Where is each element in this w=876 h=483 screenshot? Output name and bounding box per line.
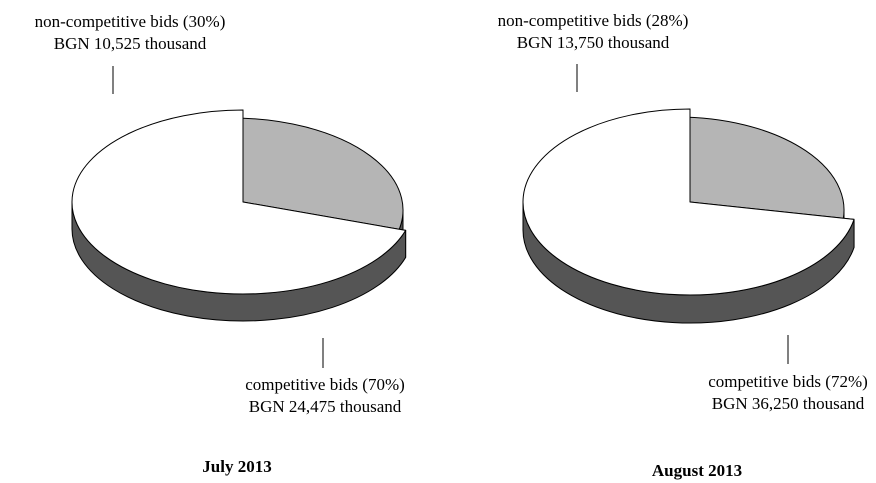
label-july-competitive-amount: BGN 24,475 thousand — [249, 397, 402, 416]
label-august-noncompetitive-share: non-competitive bids (28%) — [498, 11, 689, 30]
chart-title-july: July 2013 — [202, 457, 271, 476]
pie-august-competitive-slice — [522, 108, 855, 296]
label-august-competitive-amount: BGN 36,250 thousand — [712, 394, 865, 413]
label-july-competitive-share: competitive bids (70%) — [245, 375, 405, 394]
pie-chart-august — [522, 108, 855, 324]
label-july-noncompetitive-amount: BGN 10,525 thousand — [54, 34, 207, 53]
label-july-noncompetitive-share: non-competitive bids (30%) — [35, 12, 226, 31]
chart-title-august: August 2013 — [652, 461, 742, 480]
pie-august-noncompetitive-slice — [676, 116, 845, 228]
label-august-competitive-share: competitive bids (72%) — [708, 372, 868, 391]
pie-july-competitive-slice — [71, 109, 407, 295]
label-august-noncompetitive-amount: BGN 13,750 thousand — [517, 33, 670, 52]
pie-chart-july — [71, 109, 407, 322]
